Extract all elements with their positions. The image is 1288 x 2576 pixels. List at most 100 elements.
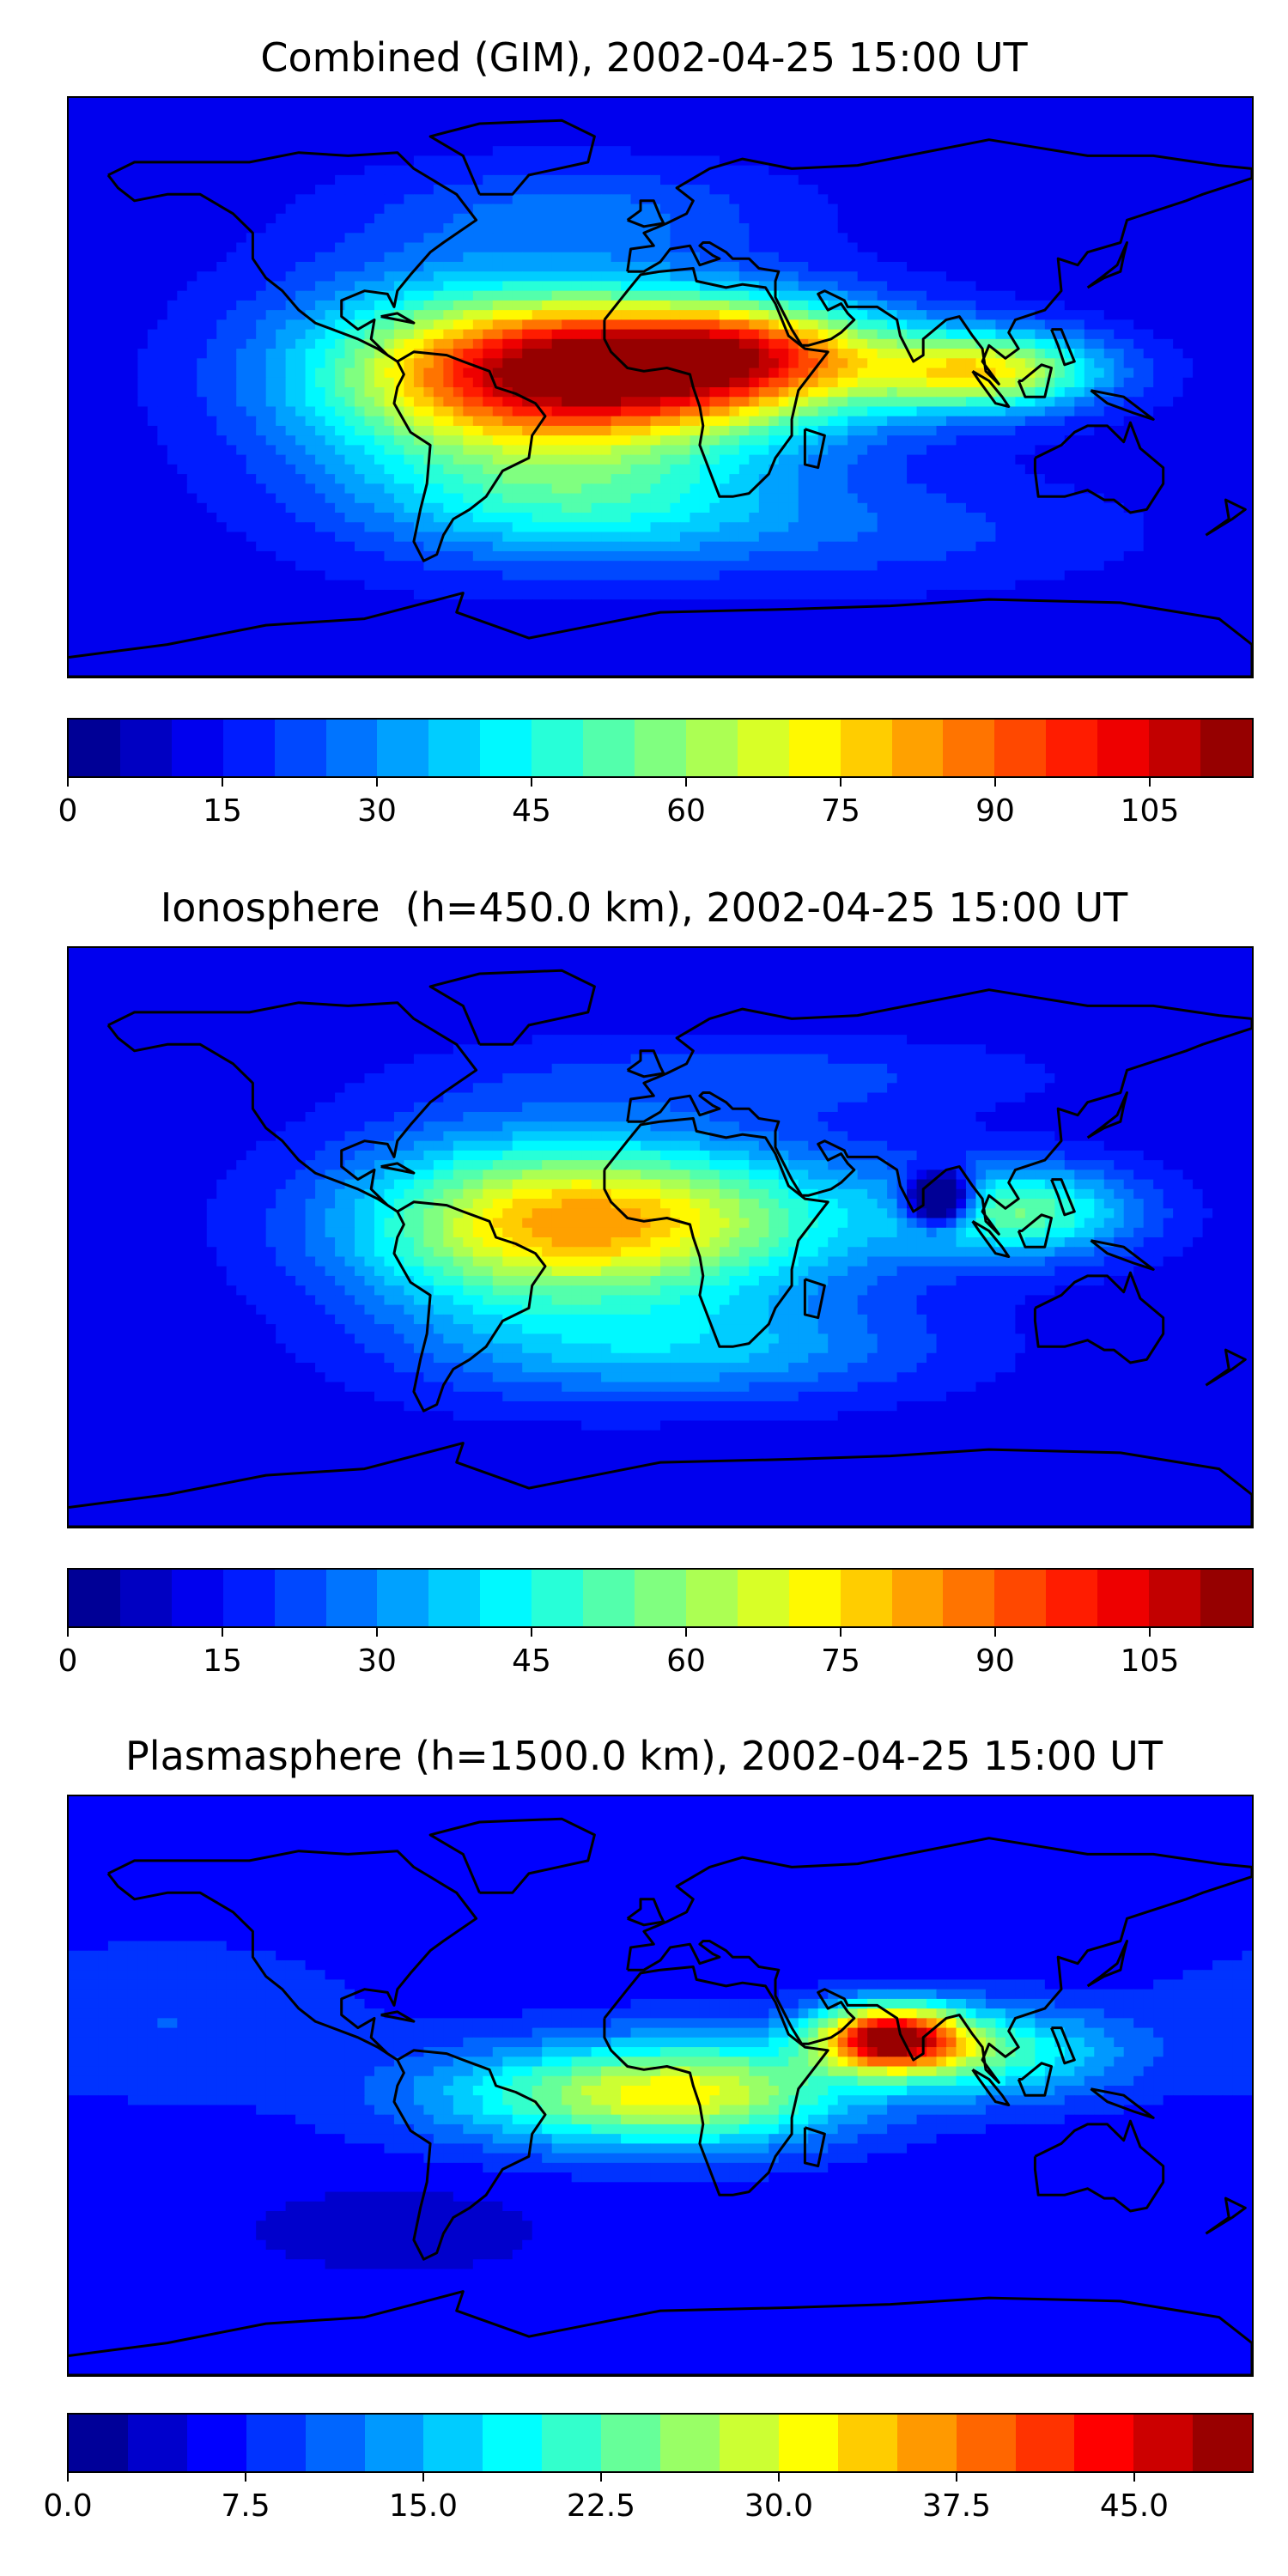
heatmap-cell — [562, 146, 573, 156]
heatmap-cell — [946, 377, 957, 388]
heatmap-cell — [315, 425, 326, 436]
heatmap-cell — [78, 349, 89, 359]
heatmap-cell — [1123, 252, 1134, 263]
heatmap-cell — [325, 425, 336, 436]
heatmap-cell — [798, 300, 809, 311]
heatmap-cell — [137, 416, 149, 427]
heatmap-cell — [522, 464, 533, 475]
heatmap-cell — [985, 223, 997, 234]
heatmap-cell — [1123, 281, 1134, 292]
heatmap-cell — [256, 483, 267, 495]
heatmap-cell — [157, 310, 168, 320]
heatmap-cell — [404, 338, 415, 349]
heatmap-cell — [532, 406, 543, 417]
heatmap-cell — [276, 493, 287, 504]
heatmap-cell — [374, 349, 386, 359]
heatmap-cell — [285, 281, 296, 292]
heatmap-cell — [641, 445, 652, 456]
heatmap-cell — [848, 271, 859, 283]
heatmap-cell — [177, 493, 188, 504]
heatmap-cell — [769, 281, 780, 292]
heatmap-cell — [246, 368, 257, 379]
heatmap-cell — [1015, 213, 1026, 224]
heatmap-cell — [463, 146, 474, 156]
heatmap-cell — [433, 194, 444, 205]
heatmap-cell — [867, 445, 878, 456]
heatmap-cell — [1103, 338, 1115, 349]
heatmap-cell — [877, 233, 888, 244]
heatmap-cell — [295, 107, 307, 118]
heatmap-cell — [551, 185, 562, 195]
heatmap-cell — [551, 252, 562, 263]
heatmap-cell — [177, 425, 188, 436]
heatmap-cell — [295, 223, 307, 234]
heatmap-cell — [877, 358, 888, 369]
heatmap-cell — [276, 406, 287, 417]
heatmap-cell — [167, 136, 178, 147]
heatmap-cell — [965, 233, 977, 244]
heatmap-cell — [808, 252, 819, 263]
heatmap-cell — [532, 261, 543, 272]
heatmap-cell — [226, 185, 237, 195]
heatmap-cell — [916, 329, 927, 340]
heatmap-cell — [78, 397, 89, 408]
heatmap-cell — [857, 126, 868, 137]
heatmap-cell — [1035, 242, 1046, 253]
heatmap-cell — [1005, 464, 1016, 475]
heatmap-cell — [522, 338, 533, 349]
heatmap-cell — [1123, 98, 1134, 108]
heatmap-cell — [206, 204, 217, 215]
heatmap-cell — [88, 445, 100, 456]
heatmap-cell — [758, 464, 769, 475]
heatmap-cell — [887, 204, 898, 215]
heatmap-cell — [355, 194, 366, 205]
heatmap-cell — [1153, 98, 1164, 108]
heatmap-cell — [118, 464, 129, 475]
heatmap-cell — [562, 368, 573, 379]
heatmap-cell — [601, 261, 612, 272]
heatmap-cell — [1094, 204, 1105, 215]
heatmap-cell — [157, 252, 168, 263]
heatmap-cell — [778, 290, 789, 301]
heatmap-cell — [1094, 368, 1105, 379]
heatmap-cell — [551, 155, 562, 167]
heatmap-cell — [877, 377, 888, 388]
heatmap-cell — [877, 406, 888, 417]
heatmap-cell — [167, 387, 178, 398]
heatmap-cell — [551, 368, 562, 379]
heatmap-cell — [985, 349, 997, 359]
heatmap-cell — [591, 454, 602, 465]
heatmap-cell — [1103, 281, 1115, 292]
heatmap-cell — [236, 368, 247, 379]
heatmap-cell — [295, 155, 307, 167]
heatmap-cell — [335, 117, 346, 128]
heatmap-cell — [1074, 117, 1085, 128]
heatmap-cell — [1094, 319, 1105, 331]
heatmap-cell — [216, 290, 228, 301]
heatmap-cell — [1024, 377, 1036, 388]
heatmap-cell — [1103, 213, 1115, 224]
heatmap-cell — [384, 165, 395, 176]
heatmap-cell — [699, 474, 711, 484]
heatmap-cell — [758, 204, 769, 215]
heatmap-cell — [887, 377, 898, 388]
heatmap-cell — [384, 194, 395, 205]
heatmap-cell — [157, 185, 168, 195]
heatmap-cell — [630, 252, 641, 263]
heatmap-cell — [1054, 358, 1066, 369]
heatmap-cell — [265, 358, 276, 369]
heatmap-cell — [355, 185, 366, 195]
heatmap-cell — [690, 358, 701, 369]
heatmap-cell — [1054, 454, 1066, 465]
heatmap-cell — [472, 493, 483, 504]
heatmap-cell — [936, 165, 947, 176]
heatmap-cell — [848, 377, 859, 388]
heatmap-cell — [492, 126, 503, 137]
heatmap-cell — [1054, 435, 1066, 446]
heatmap-cell — [896, 483, 908, 495]
heatmap-cell — [137, 338, 149, 349]
heatmap-cell — [1064, 98, 1075, 108]
heatmap-cell — [502, 281, 513, 292]
heatmap-cell — [127, 290, 138, 301]
heatmap-cell — [896, 136, 908, 147]
